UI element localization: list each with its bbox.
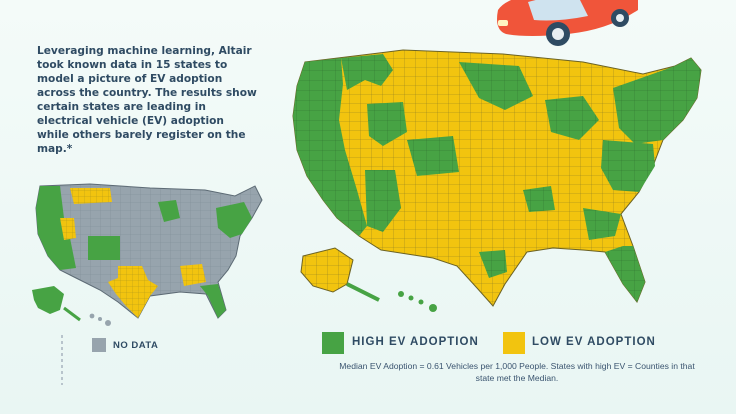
large-map-great-lakes <box>545 96 599 140</box>
large-map-upper-midwest <box>459 62 533 110</box>
small-map-southeast <box>180 264 206 286</box>
small-map-colorado <box>88 236 120 260</box>
intro-text: Leveraging machine learning, Altair took… <box>37 45 257 155</box>
large-map-colorado <box>407 136 459 176</box>
large-map-mountain-west <box>367 102 407 146</box>
large-map-central-green <box>523 186 555 212</box>
large-map-northern-rockies <box>341 54 393 90</box>
large-map-mid-atlantic <box>601 140 655 192</box>
legend-divider <box>61 335 63 385</box>
large-map-arizona <box>365 170 401 232</box>
small-map-midwest-green <box>158 200 180 222</box>
small-map-alaska <box>32 286 64 314</box>
large-map-texas-green <box>479 250 507 278</box>
small-map-texas <box>108 266 158 318</box>
high-ev-label: HIGH EV ADOPTION <box>352 336 479 348</box>
large-map-pacific-coast <box>293 58 367 236</box>
median-note: Median EV Adoption = 0.61 Vehicles per 1… <box>339 361 695 383</box>
large-map-southeast-coast <box>583 208 621 240</box>
car-illustration-icon <box>497 0 638 46</box>
small-map-florida <box>200 284 226 318</box>
low-ev-swatch <box>503 332 525 354</box>
no-data-label: NO DATA <box>113 340 159 351</box>
large-us-map <box>292 49 702 312</box>
large-map-florida <box>605 246 645 302</box>
no-data-swatch <box>92 338 106 352</box>
small-map-nevada <box>60 218 76 240</box>
small-map-northeast <box>216 202 252 238</box>
small-map-west-coast <box>36 186 76 270</box>
high-ev-swatch <box>322 332 344 354</box>
large-map-alaska <box>300 247 354 293</box>
small-us-map <box>32 183 263 326</box>
large-map-northeast <box>613 58 701 144</box>
small-map-north <box>70 188 112 204</box>
low-ev-label: LOW EV ADOPTION <box>532 336 656 348</box>
